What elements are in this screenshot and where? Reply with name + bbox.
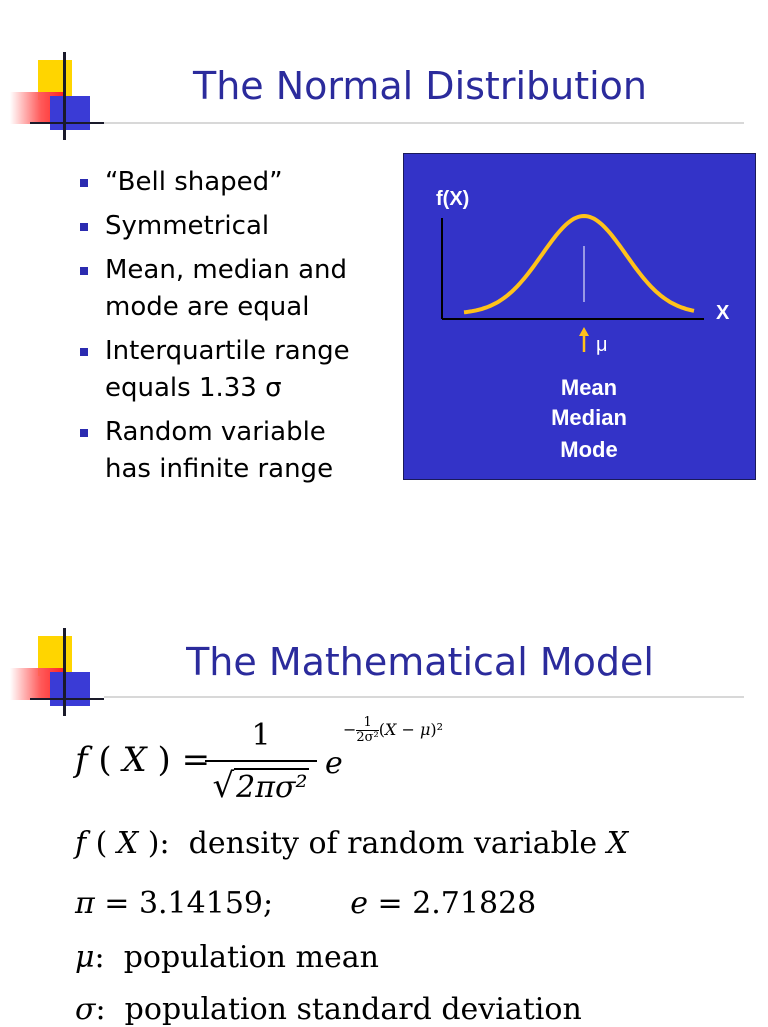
formula-numerator: 1 [251,718,271,753]
logo-vertical-line [63,52,66,140]
bullet-text: Interquartile range equals 1.33 σ [105,336,350,403]
bullet-text: Symmetrical [105,211,270,241]
bullet-item: Symmetrical [80,208,380,245]
logo-horizontal-line [30,122,104,124]
mu-label: μ [596,334,608,356]
bullet-marker [80,429,88,437]
bullet-item: Interquartile range equals 1.33 σ [80,333,380,407]
bullet-item: “Bell shaped” [80,164,380,201]
corner-logo [8,628,104,724]
bullet-item: Mean, median and mode are equal [80,252,380,326]
sqrt-icon: √ [212,766,235,806]
definition-constants: π = 3.14159; e = 2.71828 [75,886,537,921]
bell-curve-chart: f(X) X μ Mean Median Mode [403,153,756,480]
formula-base: e [325,746,343,781]
e-symbol: e [350,886,368,921]
slide-normal-distribution: The Normal Distribution “Bell shaped” Sy… [0,0,768,512]
x-axis-label: X [716,302,730,324]
definition-mu: μ: population mean [75,940,379,975]
formula-exponent: −1 2σ² (X − μ)² [343,715,444,745]
pi-value: 3.14159; [138,886,274,921]
fraction-bar [205,760,317,762]
slide-title: The Normal Distribution [192,64,647,108]
slide-title: The Mathematical Model [186,640,654,684]
definition-density: f ( X ): density of random variable X [75,826,629,861]
corner-logo [8,52,104,148]
bullet-text: Random variable has infinite range [105,417,334,484]
definition-text: density of random variable [188,826,598,861]
center-label-mode: Mode [560,437,617,462]
center-label-median: Median [551,405,627,430]
bullet-item: Random variable has infinite range [80,414,380,488]
e-value: 2.71828 [412,886,537,921]
title-rule [104,696,744,698]
normal-density-formula: f ( X ) = 1 √2πσ² e −1 2σ² (X − μ)² [75,715,715,828]
pi-symbol: π [75,886,95,921]
formula-lhs: f ( X ) = [75,740,211,780]
logo-vertical-line [63,628,66,716]
bullet-marker [80,348,88,356]
definition-tail: X [606,826,629,861]
bullet-text: Mean, median and mode are equal [105,255,348,322]
title-rule [104,122,744,124]
formula-denominator: √2πσ² [212,766,310,806]
bullet-marker [80,267,88,275]
y-axis-label: f(X) [436,188,469,210]
logo-horizontal-line [30,698,104,700]
mu-symbol: μ [75,940,95,975]
formula-fraction: 1 √2πσ² [205,718,317,808]
sigma-symbol: σ [75,992,96,1027]
logo-blue-square [50,672,90,706]
definition-sigma: σ: population standard deviation [75,992,582,1027]
logo-blue-square [50,96,90,130]
bullet-list: “Bell shaped” Symmetrical Mean, median a… [80,164,380,495]
definition-text: population mean [123,940,379,975]
definition-text: population standard deviation [124,992,582,1027]
bell-curve-line [463,213,695,315]
bullet-text: “Bell shaped” [105,167,283,197]
center-label-mean: Mean [561,375,617,400]
slide-mathematical-model: The Mathematical Model f ( X ) = 1 √2πσ²… [0,600,768,1027]
bullet-marker [80,179,88,187]
mu-arrow-icon [579,327,589,336]
bell-curve-svg: f(X) X μ Mean Median Mode [436,188,730,462]
bullet-marker [80,223,88,231]
